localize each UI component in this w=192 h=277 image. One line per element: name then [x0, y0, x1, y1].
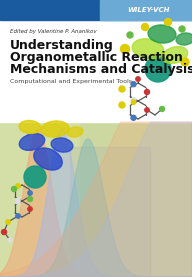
Ellipse shape [162, 47, 188, 63]
Text: Organometallic Reaction: Organometallic Reaction [10, 50, 183, 63]
Ellipse shape [51, 138, 73, 152]
Circle shape [127, 32, 133, 38]
Text: Mechanisms and Catalysis: Mechanisms and Catalysis [10, 63, 192, 76]
Bar [80, 119, 192, 277]
Circle shape [131, 82, 136, 87]
Circle shape [16, 200, 20, 204]
Text: Understanding: Understanding [10, 39, 114, 52]
Circle shape [16, 198, 20, 202]
Circle shape [12, 186, 17, 191]
Ellipse shape [19, 134, 45, 150]
Circle shape [145, 89, 150, 94]
Text: Computational and Experimental Tools: Computational and Experimental Tools [10, 79, 132, 84]
Circle shape [16, 184, 20, 188]
Ellipse shape [41, 121, 69, 137]
Ellipse shape [19, 120, 41, 134]
Bar [70, 147, 150, 277]
Circle shape [131, 115, 136, 120]
Bar [0, 0, 192, 20]
Circle shape [2, 230, 7, 235]
Bar [100, 0, 192, 20]
Ellipse shape [176, 33, 192, 45]
Circle shape [181, 58, 189, 66]
Circle shape [131, 98, 136, 102]
Circle shape [16, 214, 20, 218]
Text: Edited by Valentine P. Ananikov: Edited by Valentine P. Ananikov [10, 29, 97, 34]
Circle shape [145, 108, 149, 112]
Circle shape [27, 196, 32, 201]
Ellipse shape [148, 25, 176, 43]
Text: WILEY-VCH: WILEY-VCH [127, 7, 169, 13]
Circle shape [119, 102, 125, 108]
Circle shape [165, 19, 171, 25]
Circle shape [142, 24, 148, 30]
Bar [0, 20, 192, 122]
Circle shape [6, 220, 10, 224]
Circle shape [28, 191, 32, 195]
Circle shape [119, 86, 125, 92]
Circle shape [160, 106, 165, 112]
Ellipse shape [132, 39, 164, 59]
Circle shape [121, 45, 129, 53]
Circle shape [8, 238, 12, 242]
Circle shape [131, 100, 136, 104]
Circle shape [24, 166, 46, 188]
Circle shape [179, 26, 185, 32]
Bar [0, 119, 192, 277]
Ellipse shape [67, 127, 83, 137]
Circle shape [136, 77, 140, 81]
Circle shape [145, 56, 171, 82]
Ellipse shape [34, 148, 62, 170]
Circle shape [28, 207, 32, 211]
